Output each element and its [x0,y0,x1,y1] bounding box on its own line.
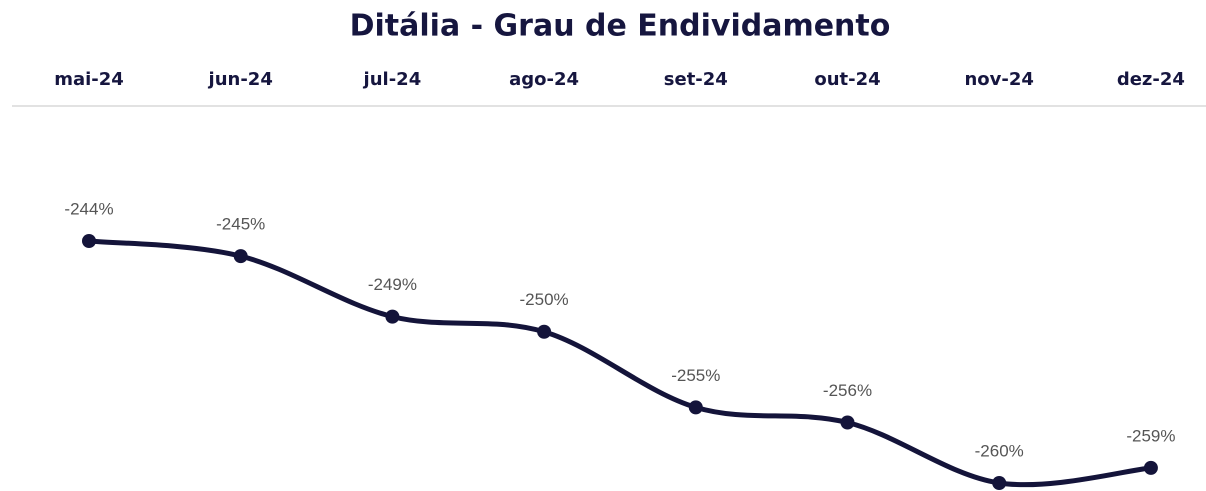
x-tick-label: out-24 [814,69,880,90]
x-tick-label: jul-24 [363,69,422,90]
chart-title: Ditália - Grau de Endividamento [350,9,891,44]
marker [82,234,96,248]
x-tick-label: ago-24 [509,69,579,90]
marker [840,415,855,430]
value-label: -256% [823,381,872,400]
x-tick-label: dez-24 [1117,69,1185,90]
marker [233,249,248,264]
value-label: -250% [520,290,569,309]
marker [1143,460,1158,475]
value-label: -259% [1126,426,1175,445]
value-label: -249% [368,275,417,294]
marker [688,400,703,415]
value-label: -245% [216,215,265,234]
marker [385,309,400,324]
value-label: -255% [671,366,720,385]
marker [537,324,552,339]
marker [992,476,1007,490]
x-tick-label: set-24 [664,69,728,90]
value-label: -260% [975,441,1024,460]
x-tick-label: jun-24 [208,69,273,90]
value-label: -244% [64,199,113,218]
line [86,238,1154,488]
x-tick-label: nov-24 [964,69,1033,90]
x-tick-label: mai-24 [54,69,124,90]
